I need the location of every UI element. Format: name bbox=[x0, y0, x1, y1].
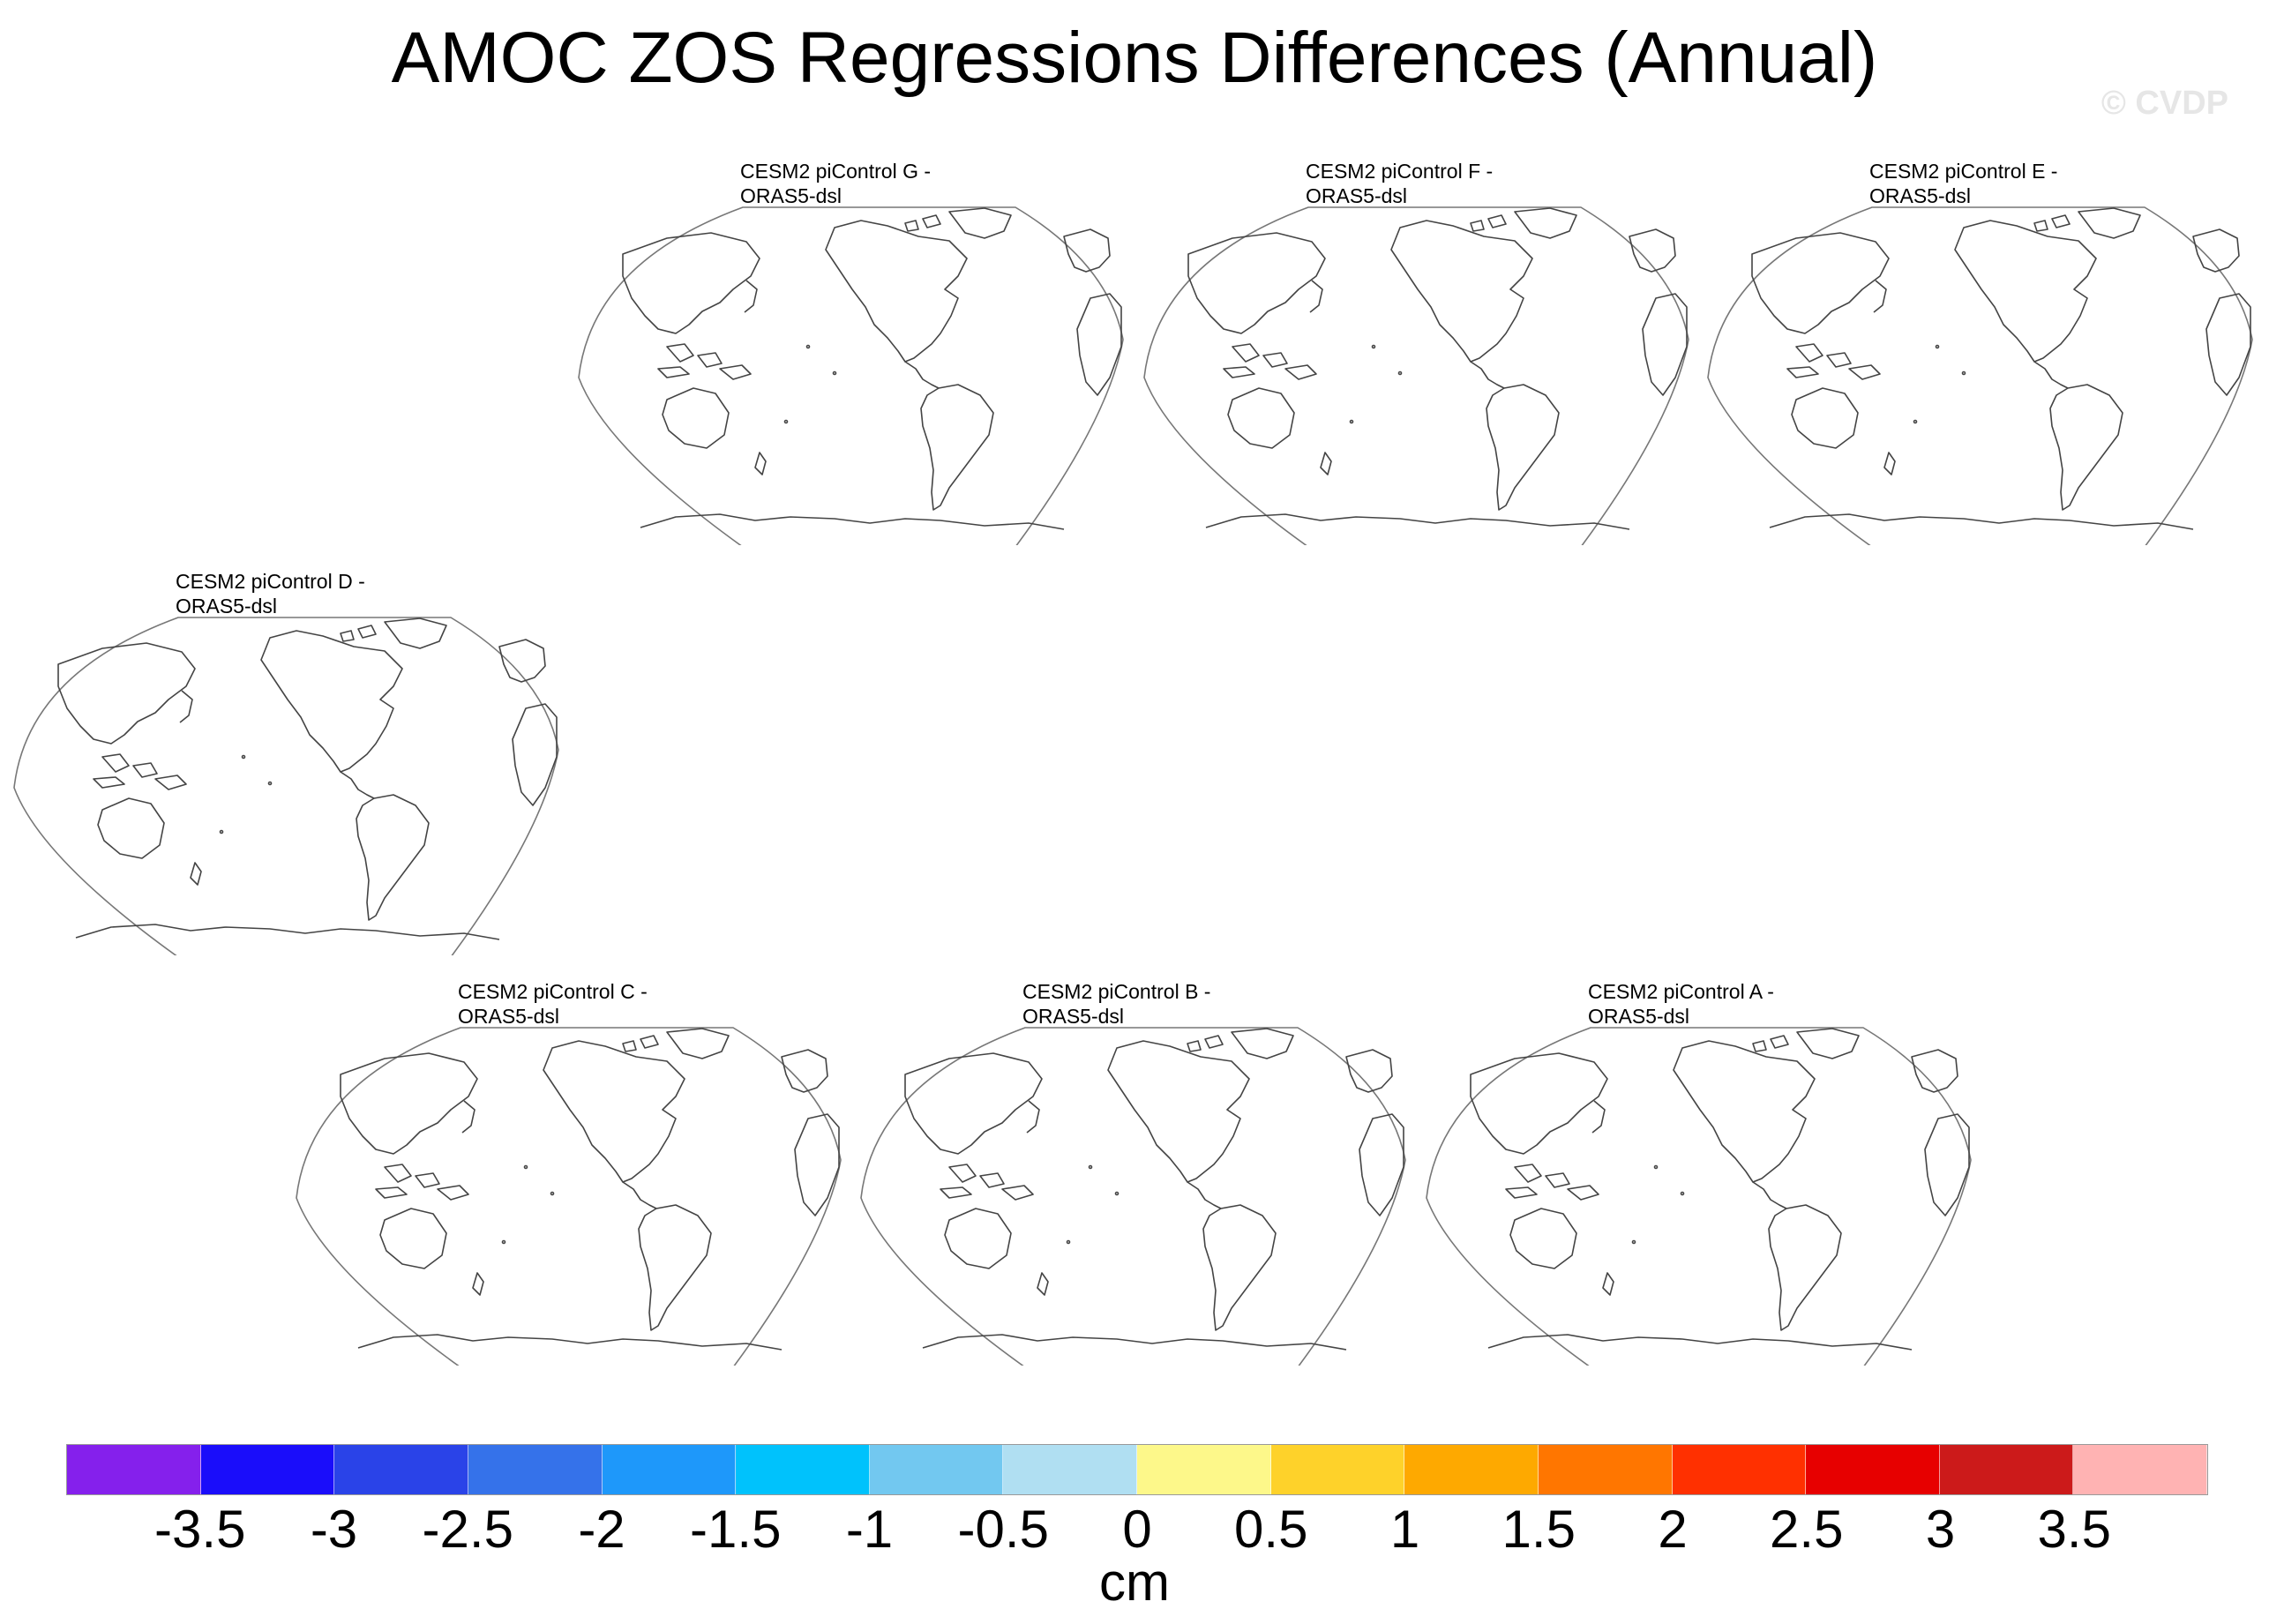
colorbar-tick-label: -1.5 bbox=[690, 1500, 782, 1559]
colorbar-segment bbox=[200, 1445, 335, 1494]
map-panel-b: CESM2 piControl B - ORAS5-dsl bbox=[852, 977, 1417, 1366]
colorbar-tick-label: -3 bbox=[310, 1500, 358, 1559]
colorbar-tick-label: 3.5 bbox=[2037, 1500, 2111, 1559]
world-map bbox=[1707, 206, 2253, 545]
figure-title: AMOC ZOS Regressions Differences (Annual… bbox=[391, 18, 1878, 98]
colorbar-tick-label: -0.5 bbox=[957, 1500, 1049, 1559]
colorbar-segment bbox=[67, 1445, 201, 1494]
colorbar-tick-label: 0 bbox=[1122, 1500, 1152, 1559]
world-map bbox=[578, 206, 1124, 545]
colorbar-segment bbox=[468, 1445, 603, 1494]
colorbar-tick-label: 3 bbox=[1925, 1500, 1956, 1559]
map-panel-f: CESM2 piControl F - ORAS5-dsl bbox=[1135, 157, 1700, 545]
colorbar-segment bbox=[602, 1445, 737, 1494]
panel-label: CESM2 piControl F - ORAS5-dsl bbox=[1306, 160, 1494, 207]
world-map bbox=[13, 617, 559, 955]
colorbar-segment bbox=[1538, 1445, 1673, 1494]
colorbar-units: cm bbox=[1099, 1553, 1170, 1612]
colorbar-tick-label: -2 bbox=[578, 1500, 625, 1559]
colorbar-tick-label: 1 bbox=[1389, 1500, 1420, 1559]
colorbar bbox=[66, 1444, 2208, 1495]
world-map bbox=[1143, 206, 1689, 545]
world-map bbox=[860, 1027, 1406, 1366]
map-panel-d: CESM2 piControl D - ORAS5-dsl bbox=[5, 567, 570, 955]
colorbar-tick-label: 2.5 bbox=[1770, 1500, 1844, 1559]
colorbar-segment bbox=[736, 1445, 870, 1494]
map-panel-c: CESM2 piControl C - ORAS5-dsl bbox=[288, 977, 852, 1366]
panel-label: CESM2 piControl B - ORAS5-dsl bbox=[1022, 980, 1211, 1028]
world-map bbox=[1426, 1027, 1972, 1366]
colorbar-segment bbox=[1137, 1445, 1271, 1494]
colorbar-segment bbox=[1939, 1445, 2074, 1494]
panel-label: CESM2 piControl G - ORAS5-dsl bbox=[740, 160, 932, 207]
colorbar-segment bbox=[1270, 1445, 1405, 1494]
colorbar-tick-label: -2.5 bbox=[422, 1500, 513, 1559]
cvdp-watermark: © CVDP bbox=[2101, 85, 2228, 122]
panel-label: CESM2 piControl E - ORAS5-dsl bbox=[1869, 160, 2058, 207]
panel-label: CESM2 piControl D - ORAS5-dsl bbox=[176, 570, 365, 617]
colorbar-tick-label: 0.5 bbox=[1234, 1500, 1308, 1559]
colorbar-tick-label: 2 bbox=[1658, 1500, 1688, 1559]
colorbar-segment bbox=[1003, 1445, 1137, 1494]
colorbar-segment bbox=[334, 1445, 468, 1494]
colorbar-segment bbox=[1806, 1445, 1940, 1494]
colorbar-segment bbox=[1404, 1445, 1539, 1494]
colorbar-segment bbox=[1672, 1445, 1807, 1494]
panel-label: CESM2 piControl C - ORAS5-dsl bbox=[458, 980, 648, 1028]
panel-label: CESM2 piControl A - ORAS5-dsl bbox=[1588, 980, 1774, 1028]
colorbar-tick-label: -3.5 bbox=[154, 1500, 246, 1559]
colorbar-segment bbox=[869, 1445, 1004, 1494]
map-panel-g: CESM2 piControl G - ORAS5-dsl bbox=[570, 157, 1134, 545]
colorbar-tick-label: 1.5 bbox=[1501, 1500, 1576, 1559]
colorbar-segment bbox=[2073, 1445, 2207, 1494]
world-map bbox=[296, 1027, 842, 1366]
colorbar-tick-label: -1 bbox=[845, 1500, 894, 1559]
map-panel-a: CESM2 piControl A - ORAS5-dsl bbox=[1418, 977, 1982, 1366]
map-panel-e: CESM2 piControl E - ORAS5-dsl bbox=[1699, 157, 2264, 545]
